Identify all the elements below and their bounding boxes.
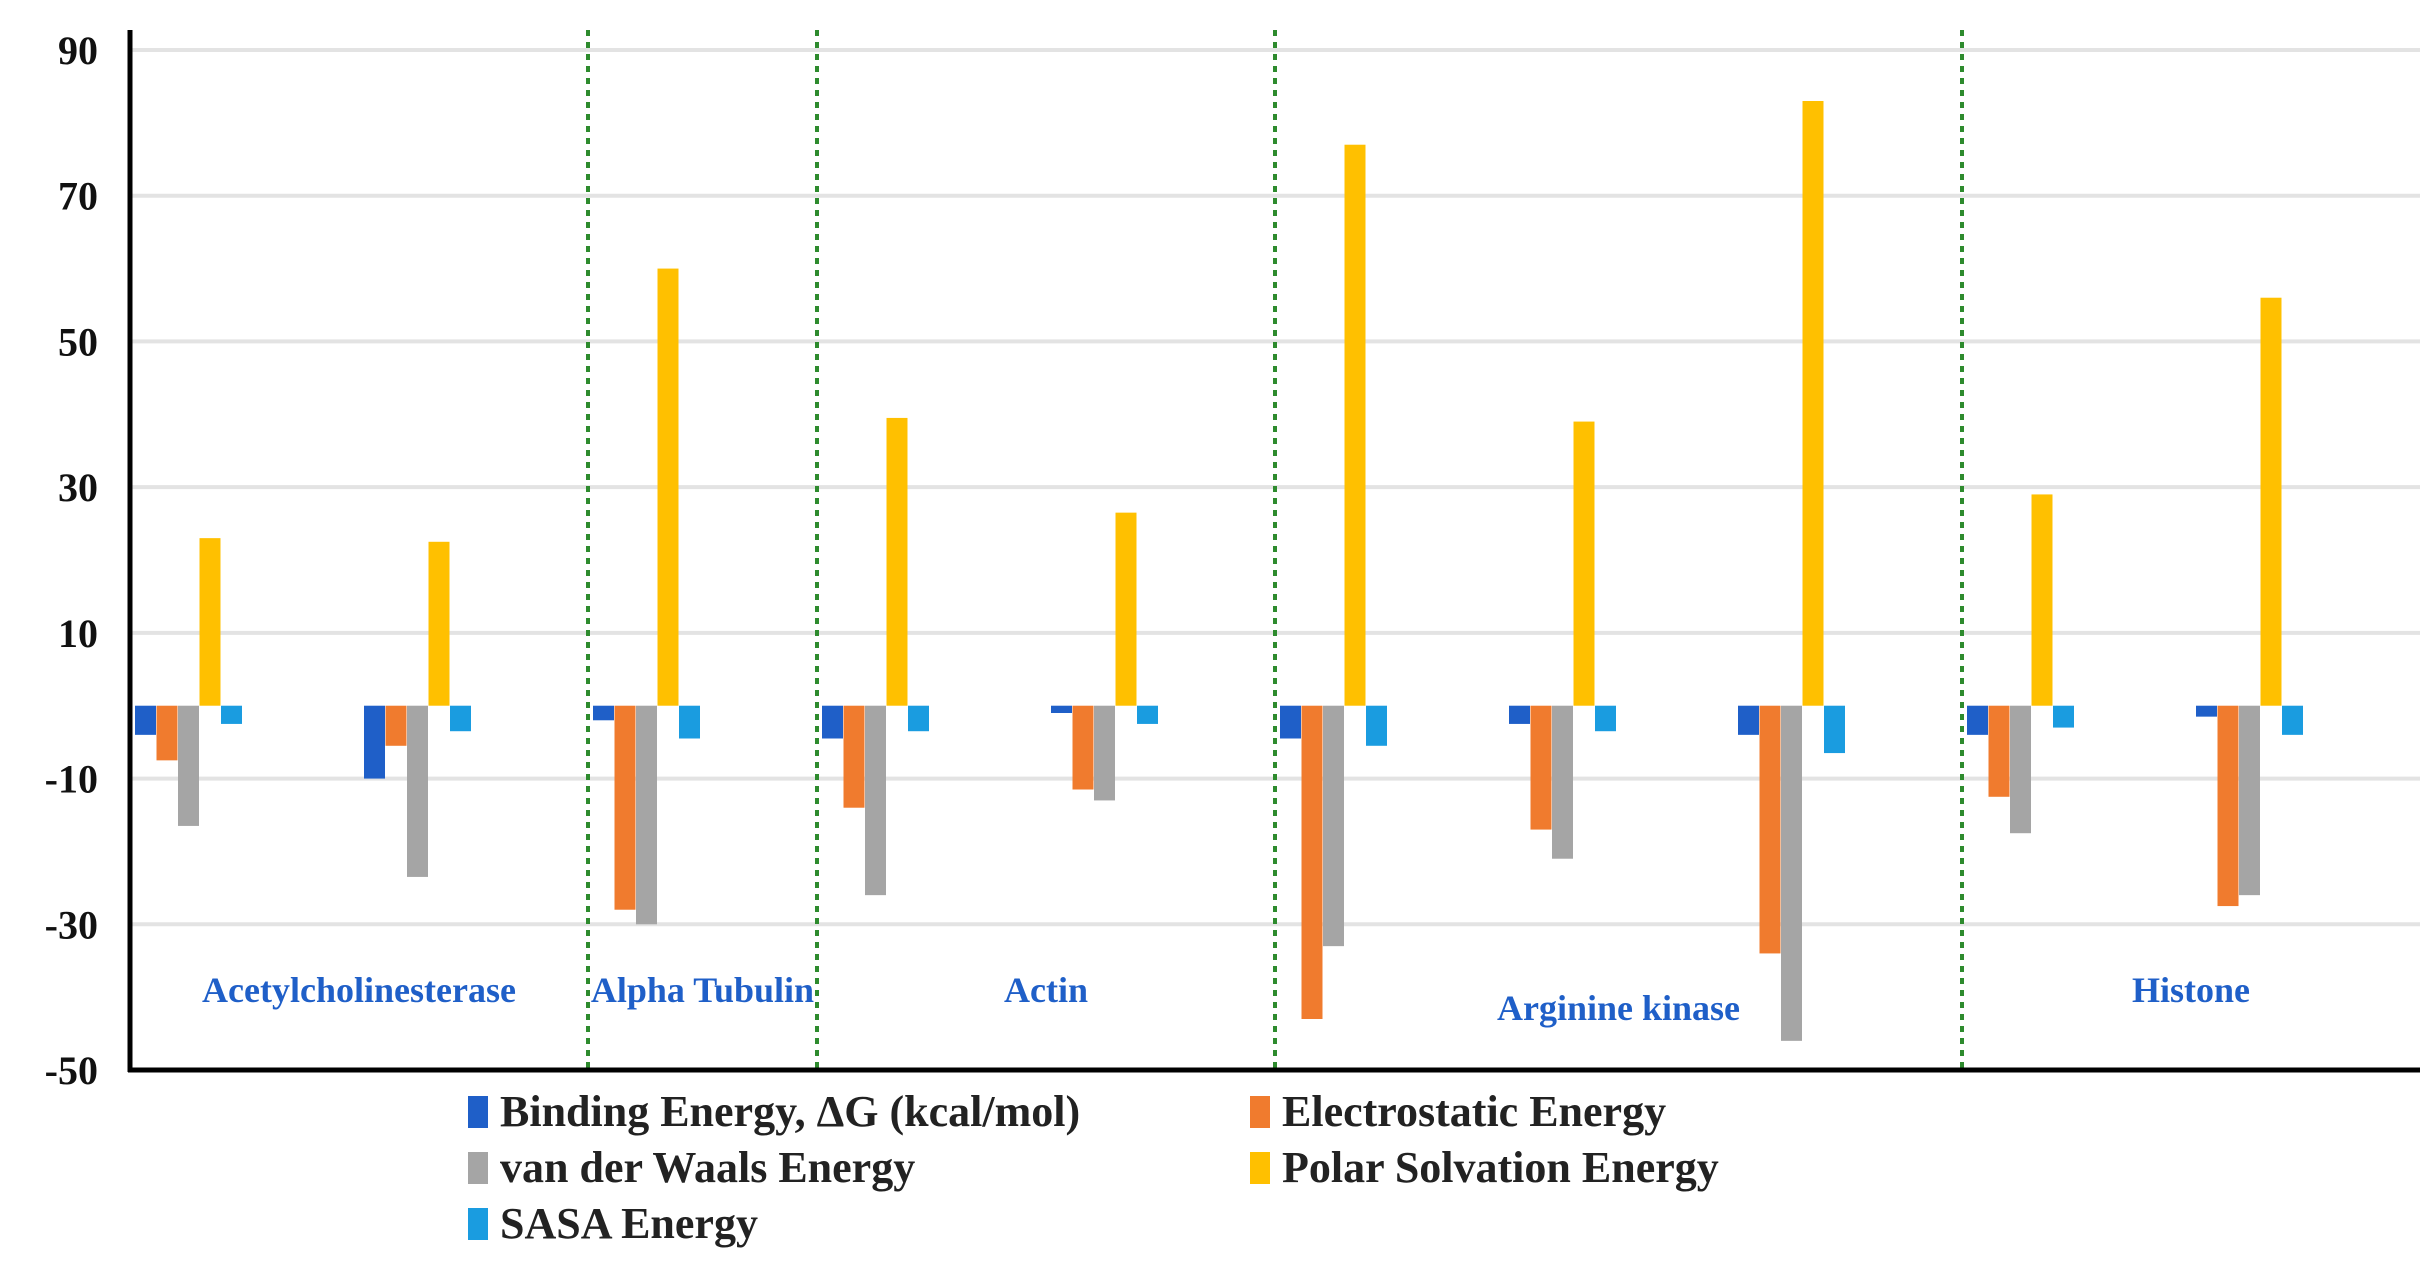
bars bbox=[135, 101, 2303, 1041]
legend-label: Electrostatic Energy bbox=[1282, 1087, 1666, 1136]
legend-label: Polar Solvation Energy bbox=[1282, 1143, 1719, 1192]
group-label-alpha-tubulin: Alpha Tubulin bbox=[591, 970, 814, 1010]
bar-polar-solvation-energy-1 bbox=[199, 538, 221, 706]
bar-electrostatic-energy-3 bbox=[614, 705, 636, 910]
y-tick-label: -30 bbox=[45, 902, 98, 947]
bar-van-der-waals-energy-5 bbox=[1094, 705, 1115, 801]
legend-label: van der Waals Energy bbox=[500, 1143, 915, 1192]
bar-polar-solvation-energy-9 bbox=[2031, 494, 2053, 706]
legend: Binding Energy, ΔG (kcal/mol) Electrostat… bbox=[468, 1087, 1719, 1248]
bar-sasa-energy-10 bbox=[2282, 705, 2303, 735]
bar-electrostatic-energy-4 bbox=[843, 705, 865, 808]
bar-sasa-energy-5 bbox=[1137, 705, 1158, 724]
bar-van-der-waals-energy-9 bbox=[2010, 705, 2031, 834]
bar-van-der-waals-energy-4 bbox=[865, 705, 886, 896]
bar-binding-energy-g-kcal-mol-3 bbox=[593, 705, 614, 721]
group-labels: Acetylcholinesterase Alpha Tubulin Actin Ar… bbox=[202, 970, 2250, 1028]
y-tick-label: 90 bbox=[58, 28, 98, 73]
legend-item-sasa-energy: SASA Energy bbox=[468, 1199, 758, 1248]
bar-sasa-energy-1 bbox=[221, 705, 242, 724]
bar-electrostatic-energy-10 bbox=[2217, 705, 2239, 907]
bar-sasa-energy-3 bbox=[679, 705, 700, 739]
bar-electrostatic-energy-8 bbox=[1759, 705, 1781, 954]
bar-binding-energy-g-kcal-mol-1 bbox=[135, 705, 156, 735]
bar-electrostatic-energy-6 bbox=[1301, 705, 1323, 1019]
bar-polar-solvation-energy-10 bbox=[2260, 297, 2282, 706]
bar-binding-energy-g-kcal-mol-7 bbox=[1509, 705, 1530, 724]
legend-item-van-der-waals-energy: van der Waals Energy bbox=[468, 1143, 915, 1192]
bar-sasa-energy-7 bbox=[1595, 705, 1616, 732]
legend-swatch bbox=[1250, 1152, 1270, 1184]
y-tick-label: 50 bbox=[58, 319, 98, 364]
axes bbox=[127, 30, 2420, 1073]
bar-polar-solvation-energy-3 bbox=[657, 268, 679, 706]
bar-binding-energy-g-kcal-mol-10 bbox=[2196, 705, 2217, 717]
bar-electrostatic-energy-5 bbox=[1072, 705, 1094, 790]
y-tick-label: 10 bbox=[58, 611, 98, 656]
legend-item-polar-solvation-energy: Polar Solvation Energy bbox=[1250, 1143, 1719, 1192]
legend-swatch bbox=[468, 1152, 488, 1184]
legend-swatch bbox=[1250, 1096, 1270, 1128]
bar-binding-energy-g-kcal-mol-2 bbox=[364, 705, 385, 779]
legend-label: SASA Energy bbox=[500, 1199, 758, 1248]
bar-van-der-waals-energy-10 bbox=[2239, 705, 2260, 896]
bar-sasa-energy-2 bbox=[450, 705, 471, 732]
group-dividers bbox=[586, 30, 1964, 1070]
y-tick-label: 70 bbox=[58, 174, 98, 219]
legend-item-electrostatic-energy: Electrostatic Energy bbox=[1250, 1087, 1666, 1136]
group-label-arginine-kinase: Arginine kinase bbox=[1497, 988, 1740, 1028]
bar-van-der-waals-energy-6 bbox=[1323, 705, 1344, 947]
bar-sasa-energy-8 bbox=[1824, 705, 1845, 754]
y-tick-labels: 90 70 50 30 10 -10 -30 -50 bbox=[45, 28, 98, 1093]
legend-swatch bbox=[468, 1096, 488, 1128]
bar-electrostatic-energy-1 bbox=[156, 705, 178, 761]
y-tick-label: -10 bbox=[45, 757, 98, 802]
bar-binding-energy-g-kcal-mol-9 bbox=[1967, 705, 1988, 735]
bar-electrostatic-energy-9 bbox=[1988, 705, 2010, 797]
bar-van-der-waals-energy-3 bbox=[636, 705, 657, 925]
bar-binding-energy-g-kcal-mol-4 bbox=[822, 705, 843, 739]
bar-polar-solvation-energy-7 bbox=[1573, 421, 1595, 706]
bar-binding-energy-g-kcal-mol-5 bbox=[1051, 705, 1072, 713]
group-label-acetylcholinesterase: Acetylcholinesterase bbox=[202, 970, 516, 1010]
bar-polar-solvation-energy-2 bbox=[428, 541, 450, 706]
bar-sasa-energy-4 bbox=[908, 705, 929, 732]
legend-label: Binding Energy, ΔG (kcal/mol) bbox=[500, 1087, 1080, 1136]
bar-binding-energy-g-kcal-mol-6 bbox=[1280, 705, 1301, 739]
bar-electrostatic-energy-2 bbox=[385, 705, 407, 746]
bar-polar-solvation-energy-8 bbox=[1802, 101, 1824, 706]
bar-sasa-energy-6 bbox=[1366, 705, 1387, 746]
bar-van-der-waals-energy-2 bbox=[407, 705, 428, 877]
legend-item-binding-energy-g-kcal-mol: Binding Energy, ΔG (kcal/mol) bbox=[468, 1087, 1080, 1136]
bar-binding-energy-g-kcal-mol-8 bbox=[1738, 705, 1759, 735]
bar-van-der-waals-energy-8 bbox=[1781, 705, 1802, 1041]
bar-van-der-waals-energy-7 bbox=[1552, 705, 1573, 859]
bar-electrostatic-energy-7 bbox=[1530, 705, 1552, 830]
bar-van-der-waals-energy-1 bbox=[178, 705, 199, 826]
bar-polar-solvation-energy-5 bbox=[1115, 512, 1137, 706]
group-label-histone: Histone bbox=[2132, 970, 2250, 1010]
legend-swatch bbox=[468, 1208, 488, 1240]
bar-polar-solvation-energy-6 bbox=[1344, 144, 1366, 706]
y-tick-label: 30 bbox=[58, 465, 98, 510]
group-label-actin: Actin bbox=[1004, 970, 1088, 1010]
y-tick-label: -50 bbox=[45, 1048, 98, 1093]
bar-polar-solvation-energy-4 bbox=[886, 417, 908, 706]
bar-sasa-energy-9 bbox=[2053, 705, 2074, 728]
